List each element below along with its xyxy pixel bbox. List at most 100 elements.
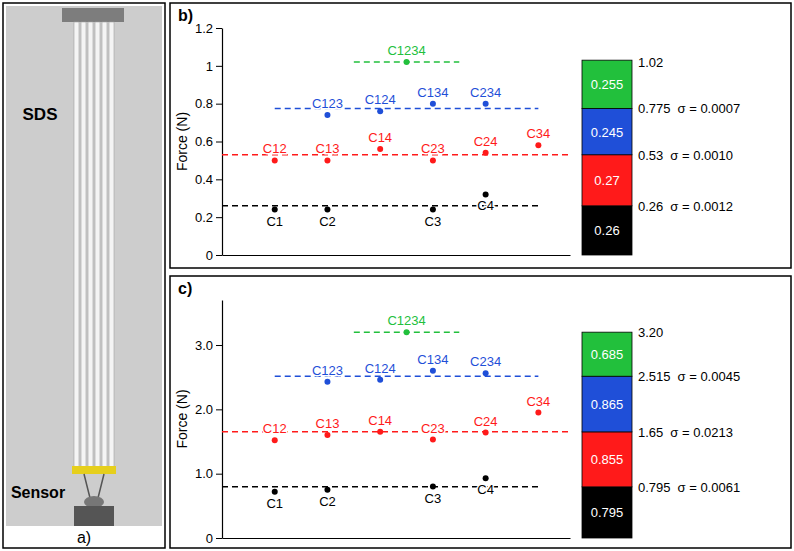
sigma-label: σ = 0.0010 [670,148,733,163]
tick-label: 3.0 [195,338,213,353]
chart-panel: 00.20.40.60.811.2Force (N)b)C1C2C3C4C12C… [170,3,791,268]
segment-label: 0.26 [594,223,619,238]
point [377,429,383,435]
point-label: C234 [470,354,501,369]
plot-marks [222,59,570,213]
tick-mark [216,474,222,475]
point-label: C12 [263,421,287,436]
y-tick: 0.4 [195,172,222,187]
point-label: C4 [477,482,494,497]
tick-mark [216,409,222,410]
sensor [74,506,114,526]
point-label: C34 [526,126,550,141]
total-label: 1.02 [638,55,663,70]
y-axis-line [222,301,223,539]
strip [88,22,93,470]
y-tick: 1.0 [195,466,222,481]
point [483,101,489,107]
tick-label: 0 [206,248,213,263]
point-label: C23 [421,421,445,436]
point [324,157,330,163]
bar-labels: 0.7950.795σ = 0.00610.8551.65σ = 0.02130… [591,325,740,520]
bar-segment [582,155,632,206]
y-axis-line [222,29,223,256]
total-label: 2.515 [638,369,671,384]
segment-label: 0.685 [591,347,624,362]
tick-label: 1 [206,58,213,73]
point-label: C123 [312,363,343,378]
segment-label: 0.245 [591,125,624,140]
total-label: 0.26 [638,199,663,214]
total-label: 1.65 [638,425,663,440]
tick-label: 0.8 [195,96,213,111]
point-label: C14 [368,130,392,145]
strip [109,22,114,470]
y-tick: 1 [206,58,222,73]
point [272,157,278,163]
point-label: C124 [365,92,396,107]
point-label: C34 [526,394,550,409]
stacked-bar [582,332,632,538]
point-label: C3 [425,491,442,506]
point-label: C14 [368,413,392,428]
point-label: C2 [319,214,336,229]
point-labels: C1C2C3C4C12C13C14C23C24C34C123C124C134C2… [263,313,550,511]
bar-segment [582,206,632,255]
point [324,207,330,213]
tick-mark [216,345,222,346]
segment-label: 0.865 [591,397,624,412]
point [324,487,330,493]
y-tick: 3.0 [195,338,222,353]
point-label: C4 [477,198,494,213]
clamp [62,8,124,22]
panel-label: c) [178,280,192,297]
tick-mark [216,28,222,29]
axis-title: Force (N) [174,112,190,171]
tick-label: 0.2 [195,210,213,225]
sigma-label: σ = 0.0007 [678,101,741,116]
point [324,432,330,438]
sigma-label: σ = 0.0045 [678,369,741,384]
plot-marks [222,329,570,495]
point-label: C13 [316,416,340,431]
panel-frame [170,276,791,548]
y-axis: 01.02.03.0 [195,301,223,546]
point [377,377,383,383]
point-label: C13 [316,141,340,156]
point-labels: C1C2C3C4C12C13C14C23C24C34C123C124C134C2… [263,43,550,229]
point [430,368,436,374]
point [377,108,383,114]
point-label: C1 [266,496,283,511]
panel-frame [170,3,791,268]
point [535,142,541,148]
point-label: C1234 [387,313,425,328]
loop [84,474,104,498]
bar-segment [582,332,632,376]
point-label: C23 [421,141,445,156]
tick-mark [216,66,222,67]
point [430,207,436,213]
tick-label: 0.6 [195,134,213,149]
point [430,437,436,443]
tick-mark [216,179,222,180]
photo-label: SDS [23,105,58,124]
panel-frame [3,3,165,548]
tick-label: 1.2 [195,21,213,36]
point-label: C1 [266,214,283,229]
point [430,101,436,107]
bar-segment [582,432,632,487]
y-tick: 0 [206,531,222,546]
bar-segment [582,487,632,538]
segment-label: 0.795 [591,505,624,520]
point [430,484,436,490]
strip [81,22,86,470]
figure: SDSSensora)00.20.40.60.811.2Force (N)b)C… [0,0,794,551]
strip [95,22,100,470]
total-label: 0.775 [638,101,671,116]
tick-mark [216,217,222,218]
y-axis: 0 0.2 0.4 0.6 0.8 1 1.2 [195,21,223,263]
point-label: C234 [470,85,501,100]
point [272,489,278,495]
point [404,59,410,65]
tick-mark [216,255,222,256]
